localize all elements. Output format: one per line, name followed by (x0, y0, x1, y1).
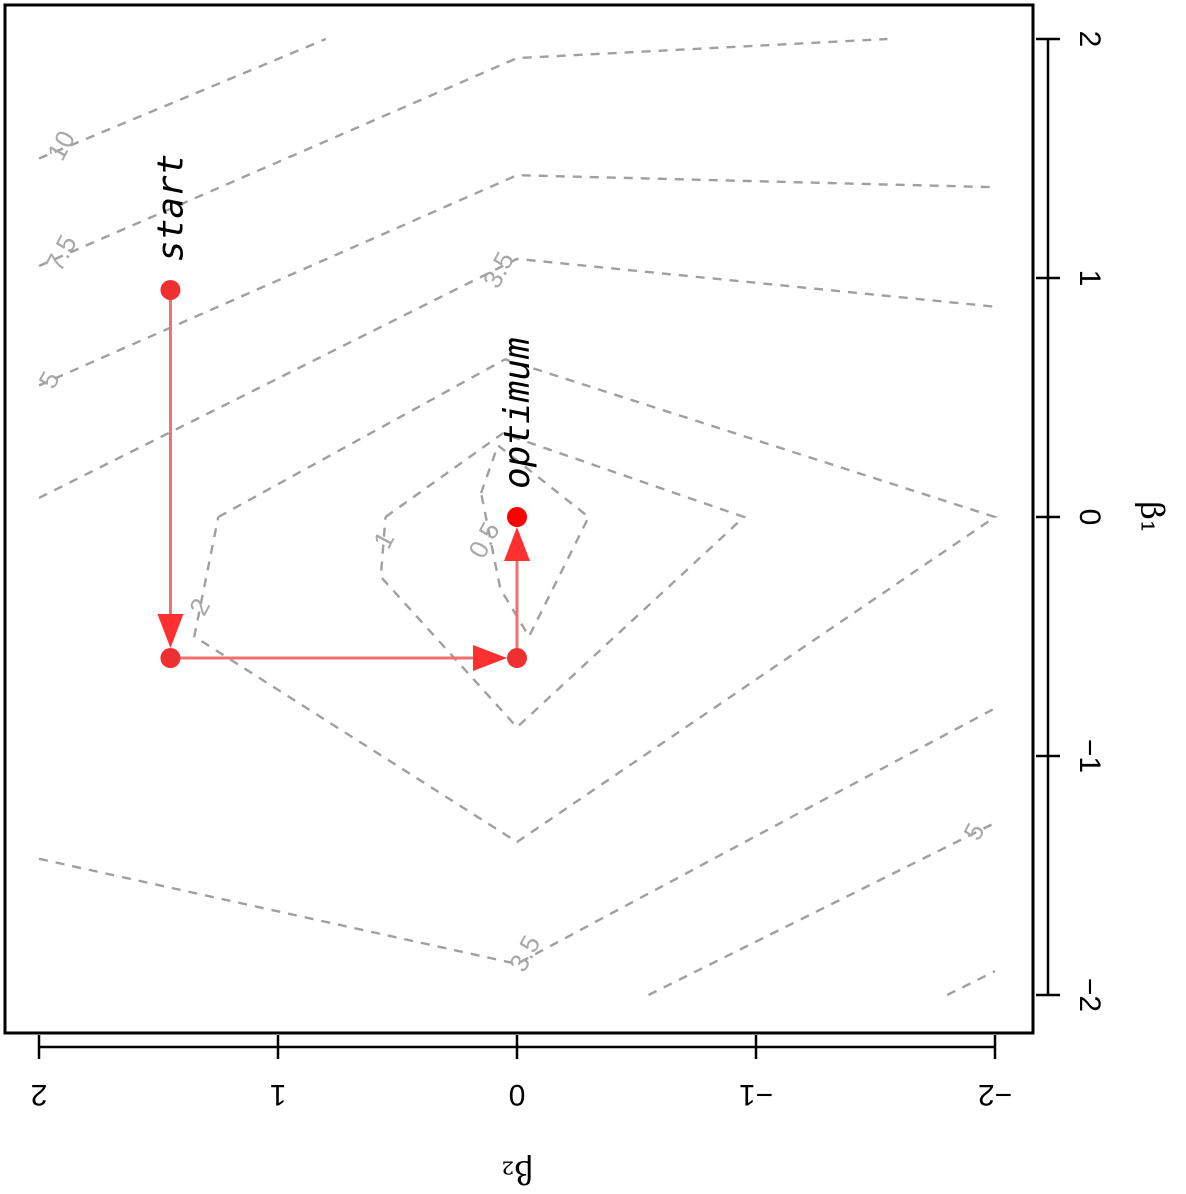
plot-frame (3, 3, 1035, 1035)
contour-label: 5 (957, 818, 990, 845)
contour-line-4 (38, 707, 996, 966)
y-tick-label: 0 (1073, 509, 1106, 526)
x-tick-label: −1 (739, 1078, 773, 1111)
contour-line-7 (38, 37, 888, 268)
path-point (160, 279, 181, 300)
annotation-start: start (150, 154, 191, 262)
x-tick-label: −2 (978, 1078, 1012, 1111)
x-tick-label: 1 (270, 1078, 287, 1111)
contour-label: 10 (41, 126, 81, 166)
contour-line-5 (38, 173, 996, 387)
contour-line-1 (379, 432, 747, 730)
contour-line-3 (38, 257, 996, 499)
contour-label: 3.5 (477, 247, 520, 293)
y-tick-label: −1 (1073, 739, 1106, 773)
optimum-point (507, 507, 527, 527)
contour-line-2 (192, 357, 998, 844)
contour-line-9 (38, 37, 327, 160)
arrow-head (473, 645, 507, 672)
annotation-optimum: optimum (497, 337, 538, 489)
y-tick-label: −2 (1073, 978, 1106, 1012)
y-tick-label: 1 (1073, 270, 1106, 287)
contour-label: 3.5 (503, 930, 546, 976)
contour-line-8 (946, 970, 996, 997)
x-tick-label: 2 (31, 1078, 48, 1111)
y-tick-label: 2 (1073, 31, 1106, 48)
contour-label: 5 (32, 366, 65, 393)
y-axis-title: β₁ (1134, 501, 1172, 532)
contour-label: 2 (183, 593, 216, 620)
contour-line-0 (479, 443, 591, 639)
arrow-head (157, 614, 184, 649)
contour-line-6 (647, 821, 996, 997)
contour-label: 0.5 (462, 517, 505, 563)
arrow-head (504, 527, 530, 561)
contour-label: 7.5 (39, 230, 82, 276)
x-axis-title: β₂ (501, 1154, 532, 1192)
x-tick-label: 0 (509, 1078, 526, 1111)
path-point (160, 648, 181, 669)
path-point (507, 648, 527, 669)
